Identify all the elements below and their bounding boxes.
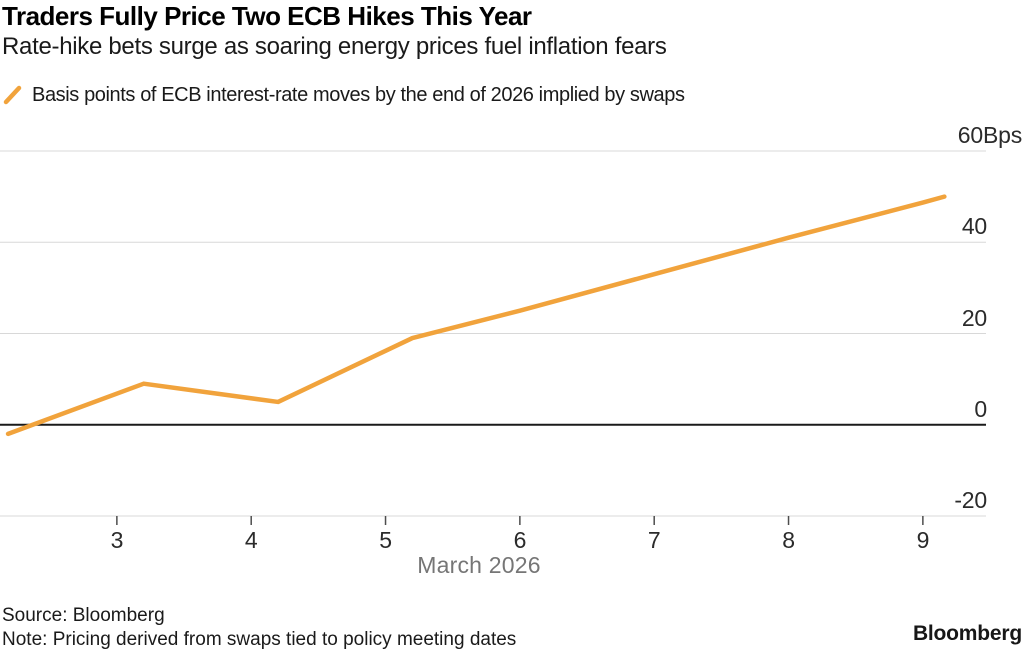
x-tick-label: 3 [110, 527, 124, 553]
series-line-icon [3, 85, 22, 105]
chart-subtitle: Rate-hike bets surge as soaring energy p… [2, 33, 667, 60]
y-tick-label: 20 [961, 304, 987, 331]
y-tick-label: -20 [954, 487, 987, 513]
bloomberg-logo: Bloomberg [912, 622, 1022, 645]
y-tick-label: 0 [974, 395, 987, 422]
x-tick-label: 4 [244, 527, 258, 553]
legend: Basis points of ECB interest-rate moves … [3, 82, 685, 108]
y-tick-label: 40 [961, 213, 987, 240]
source-note: Source: Bloomberg [2, 605, 165, 626]
series-line [5, 194, 947, 437]
method-note: Note: Pricing derived from swaps tied to… [2, 629, 517, 650]
x-tick-label: 7 [647, 527, 661, 553]
x-axis-title: March 2026 [417, 552, 541, 578]
x-tick-label: 8 [782, 527, 795, 553]
x-tick-label: 5 [379, 527, 392, 553]
legend-label: Basis points of ECB interest-rate moves … [32, 83, 685, 106]
x-tick-label: 6 [513, 527, 527, 553]
y-tick-label: 60Bps [957, 122, 1022, 148]
chart-title: Traders Fully Price Two ECB Hikes This Y… [2, 1, 532, 31]
x-tick-label: 9 [916, 527, 930, 553]
